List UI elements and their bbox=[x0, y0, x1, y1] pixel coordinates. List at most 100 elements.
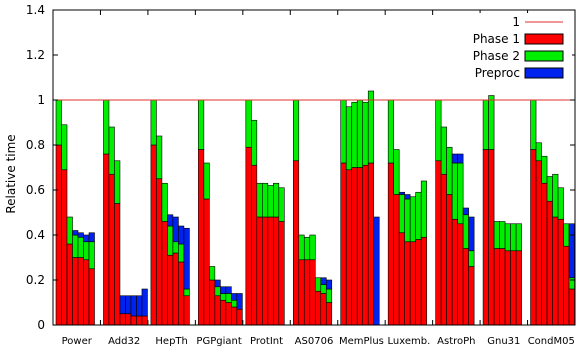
bar-segment-preproc bbox=[231, 293, 238, 301]
bar-group-power bbox=[55, 99, 95, 326]
bar-segment-phase2 bbox=[114, 160, 121, 204]
legend-label-preproc: Preproc bbox=[475, 66, 520, 80]
bar-group-as0706 bbox=[292, 99, 333, 326]
bar-segment-phase2 bbox=[278, 187, 285, 222]
y-tick-label: 1 bbox=[37, 93, 45, 107]
bar-segment-phase2 bbox=[103, 99, 110, 155]
bar-segment-phase2 bbox=[83, 241, 90, 261]
bar-segment-phase2 bbox=[298, 234, 305, 261]
bar-segment-phase1 bbox=[203, 198, 210, 326]
bar-segment-phase1 bbox=[178, 261, 185, 326]
bar-segment-phase1 bbox=[356, 167, 364, 326]
bar-segment-phase1 bbox=[278, 221, 285, 326]
bar-segment-phase1 bbox=[150, 144, 157, 326]
bar-segment-phase2 bbox=[446, 146, 453, 195]
bar-segment-phase2 bbox=[320, 284, 327, 294]
bar-segment-phase1 bbox=[387, 162, 394, 326]
bar-segment-phase2 bbox=[172, 241, 179, 254]
bar-segment-phase1 bbox=[320, 293, 327, 326]
y-tick-label: 0.4 bbox=[26, 228, 45, 242]
x-tick-label: Luxemb. bbox=[388, 336, 431, 347]
bar-segment-preproc bbox=[236, 293, 243, 310]
bar-group-add32 bbox=[103, 99, 148, 326]
bar-segment-phase1 bbox=[103, 153, 110, 326]
bar-segment-phase2 bbox=[161, 182, 168, 222]
bar-segment-phase2 bbox=[251, 119, 258, 166]
bar-segment-preproc bbox=[398, 191, 405, 195]
bar-segment-phase2 bbox=[292, 99, 300, 162]
y-tick-label: 0.8 bbox=[26, 138, 45, 152]
bar-segment-phase1 bbox=[114, 203, 121, 326]
bar-segment-phase1 bbox=[198, 149, 205, 326]
bar-segment-phase2 bbox=[167, 225, 174, 256]
bar-segment-preproc bbox=[183, 227, 190, 290]
bar-segment-phase2 bbox=[515, 223, 522, 252]
bar-segment-phase1 bbox=[167, 254, 174, 326]
y-tick-label: 0.6 bbox=[26, 183, 45, 197]
bar-segment-preproc bbox=[178, 225, 185, 245]
bar-segment-phase2 bbox=[309, 234, 316, 261]
bar-segment-phase1 bbox=[262, 216, 269, 326]
bar-segment-phase1 bbox=[515, 250, 522, 326]
bar-segment-preproc bbox=[214, 279, 221, 288]
bar-group-hepth bbox=[150, 99, 190, 326]
bar-segment-phase2 bbox=[482, 99, 489, 150]
bar-segment-phase1 bbox=[156, 178, 163, 326]
bar-segment-phase2 bbox=[435, 99, 442, 162]
bar-segment-preproc bbox=[172, 216, 179, 243]
bar-segment-phase1 bbox=[251, 164, 258, 326]
bar-segment-phase1 bbox=[563, 245, 570, 326]
bar-segment-phase1 bbox=[220, 299, 227, 326]
bar-segment-phase2 bbox=[245, 99, 252, 148]
bar-segment-phase1 bbox=[409, 241, 416, 326]
plot-frame bbox=[52, 9, 576, 326]
bar-segment-phase2 bbox=[468, 250, 475, 267]
bar-segment-preproc bbox=[462, 207, 469, 216]
bar-groups bbox=[55, 90, 575, 326]
bar-segment-phase2 bbox=[563, 223, 570, 247]
y-tick-label: 0.2 bbox=[26, 273, 45, 287]
bar-segment-phase1 bbox=[72, 257, 79, 326]
bar-segment-phase2 bbox=[568, 277, 575, 290]
y-tick-label: 1.2 bbox=[26, 48, 45, 62]
bar-group-luxemb- bbox=[387, 99, 427, 326]
bar-segment-phase1 bbox=[530, 149, 537, 326]
bar-segment-phase2 bbox=[203, 162, 210, 200]
bar-segment-preproc bbox=[77, 232, 84, 238]
bar-segment-preproc bbox=[167, 214, 174, 227]
x-tick-label: CondM05 bbox=[528, 336, 575, 347]
bar-segment-phase1 bbox=[488, 149, 495, 326]
bar-segment-phase2 bbox=[72, 234, 79, 258]
bar-segment-phase1 bbox=[541, 182, 548, 326]
bar-segment-phase2 bbox=[510, 223, 517, 252]
bar-segment-preproc bbox=[83, 234, 90, 243]
bar-segment-preproc bbox=[451, 153, 458, 164]
bar-segment-phase1 bbox=[345, 169, 353, 326]
bar-segment-preproc bbox=[136, 295, 143, 317]
bar-segment-phase1 bbox=[245, 146, 252, 326]
bar-segment-phase2 bbox=[398, 194, 405, 234]
bar-segment-preproc bbox=[468, 216, 475, 252]
bar-segment-phase2 bbox=[387, 99, 394, 164]
bar-segment-phase2 bbox=[77, 236, 84, 258]
bar-group-memplus bbox=[340, 90, 380, 326]
bar-segment-phase2 bbox=[535, 142, 542, 162]
bar-segment-phase2 bbox=[451, 162, 458, 220]
bar-segment-phase1 bbox=[225, 302, 232, 326]
legend-label-reference: 1 bbox=[512, 15, 520, 29]
bar-segment-phase1 bbox=[535, 160, 542, 326]
bar-segment-phase1 bbox=[446, 194, 453, 326]
bar-segment-phase1 bbox=[267, 216, 274, 326]
bar-segment-phase1 bbox=[77, 257, 84, 326]
legend-label-phase2: Phase 2 bbox=[473, 49, 520, 63]
y-tick-label: 1.4 bbox=[26, 3, 45, 17]
bar-segment-phase1 bbox=[256, 216, 263, 326]
bar-segment-phase2 bbox=[415, 191, 422, 240]
bar-segment-preproc bbox=[88, 232, 95, 243]
legend: 1 Phase 1 Phase 2 Preproc bbox=[452, 13, 572, 85]
bar-segment-phase1 bbox=[457, 223, 464, 326]
bar-segment-phase2 bbox=[404, 198, 411, 243]
bar-segment-phase2 bbox=[262, 182, 269, 218]
bar-segment-phase1 bbox=[141, 315, 148, 326]
bar-segment-phase2 bbox=[552, 173, 559, 218]
